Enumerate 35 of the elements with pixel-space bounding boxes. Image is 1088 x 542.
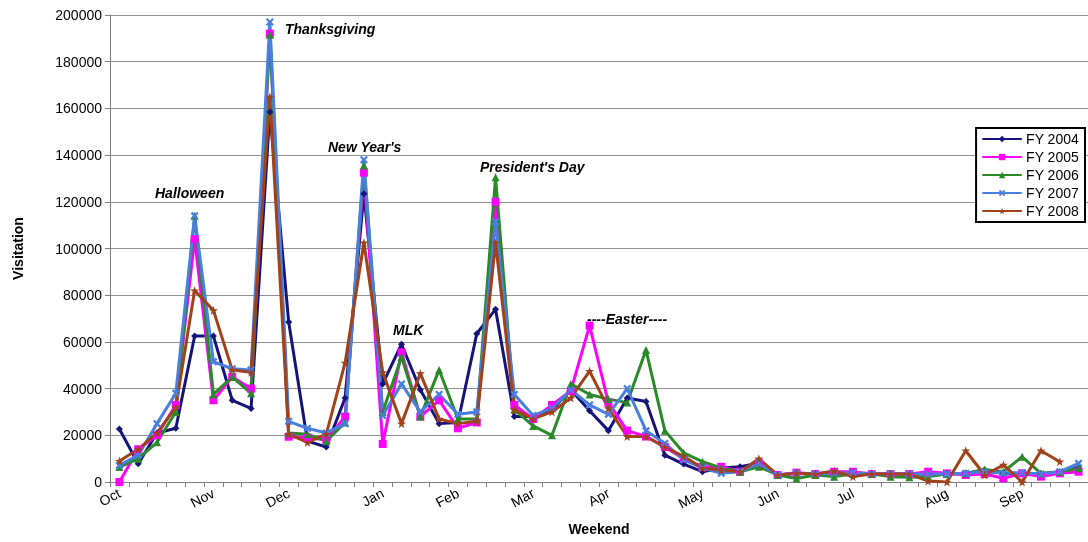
y-tick-label: 60000 <box>63 333 103 350</box>
y-tick-label: 180000 <box>55 53 103 70</box>
legend-label: FY 2007 <box>1026 185 1079 201</box>
x-tick-label: Aug <box>921 484 951 511</box>
y-tick-label: 0 <box>94 474 103 490</box>
y-tick-label: 40000 <box>63 380 103 397</box>
legend-label: FY 2006 <box>1026 167 1079 183</box>
legend-label: FY 2004 <box>1026 131 1079 147</box>
y-tick-label: 200000 <box>55 7 103 23</box>
x-tick-label: Jul <box>833 484 857 508</box>
y-tick-label: 120000 <box>55 193 103 210</box>
x-tick-label: May <box>675 484 707 512</box>
x-tick-label: Mar <box>508 484 538 511</box>
annotation: Halloween <box>155 185 225 201</box>
annotation: Thanksgiving <box>285 21 376 37</box>
annotation: New Year's <box>328 139 402 155</box>
y-tick-label: 80000 <box>63 287 103 304</box>
y-axis-title: Visitation <box>10 217 26 280</box>
annotation: President's Day <box>480 159 586 175</box>
x-tick-label: Jan <box>359 484 387 510</box>
x-tick-label: Dec <box>262 484 293 511</box>
y-tick-label: 160000 <box>55 100 103 117</box>
legend-label: FY 2008 <box>1026 203 1079 219</box>
y-tick-label: 140000 <box>55 147 103 164</box>
x-tick-label: Apr <box>585 484 613 510</box>
x-axis-title: Weekend <box>568 521 630 537</box>
y-tick-label: 100000 <box>55 240 103 257</box>
annotation: MLK <box>393 322 425 338</box>
legend-label: FY 2005 <box>1026 149 1079 165</box>
x-tick-label: Nov <box>187 484 218 511</box>
y-tick-label: 20000 <box>63 427 103 444</box>
x-tick-label: Jun <box>753 484 782 510</box>
x-tick-label: Feb <box>432 484 462 511</box>
annotation: ----Easter---- <box>587 311 668 327</box>
x-tick-label: Sep <box>996 484 1027 511</box>
